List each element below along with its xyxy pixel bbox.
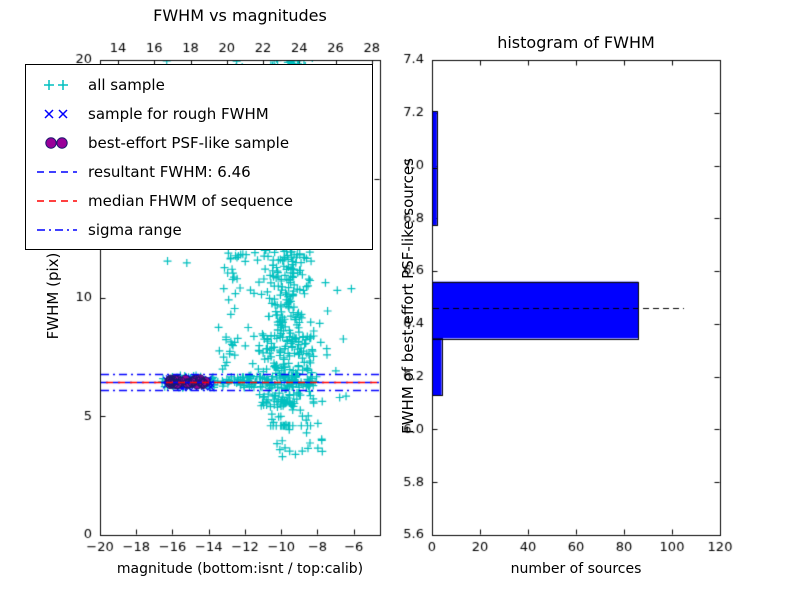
legend-item-label: resultant FWHM: 6.46 — [88, 162, 251, 181]
legend-item-median-fhwm-of-sequence: median FHWM of sequence — [34, 186, 366, 215]
legend-item-best-effort-psf-like-sample: best-effort PSF-like sample — [34, 128, 366, 157]
left-plot-title: FWHM vs magnitudes — [153, 6, 327, 25]
legend-item-label: sigma range — [88, 220, 182, 239]
legend-item-label: all sample — [88, 75, 165, 94]
legend-item-resultant-fwhm-6-46: resultant FWHM: 6.46 — [34, 157, 366, 186]
legend-marker-dashed-icon — [34, 192, 80, 210]
right-plot-xlabel: number of sources — [510, 561, 642, 577]
legend-item-label: best-effort PSF-like sample — [88, 133, 290, 152]
legend: all sample sample for rough FWHM best-effo… — [25, 64, 373, 250]
legend-marker-circle-icon — [34, 134, 80, 152]
legend-item-label: median FHWM of sequence — [88, 191, 293, 210]
legend-marker-cross-icon — [34, 105, 80, 123]
legend-marker-plus-icon — [34, 76, 80, 94]
legend-item-sigma-range: sigma range — [34, 215, 366, 244]
legend-item-sample-for-rough-fwhm: sample for rough FWHM — [34, 99, 366, 128]
legend-marker-dashed-icon — [34, 163, 80, 181]
legend-marker-dashdot-icon — [34, 221, 80, 239]
right-plot-title: histogram of FWHM — [497, 33, 655, 52]
left-plot-xlabel: magnitude (bottom:isnt / top:calib) — [116, 561, 364, 577]
legend-item-label: sample for rough FWHM — [88, 104, 269, 123]
legend-item-all-sample: all sample — [34, 70, 366, 99]
right-plot-ylabel: FWHM of best-effort PSF-like sources — [399, 158, 417, 434]
